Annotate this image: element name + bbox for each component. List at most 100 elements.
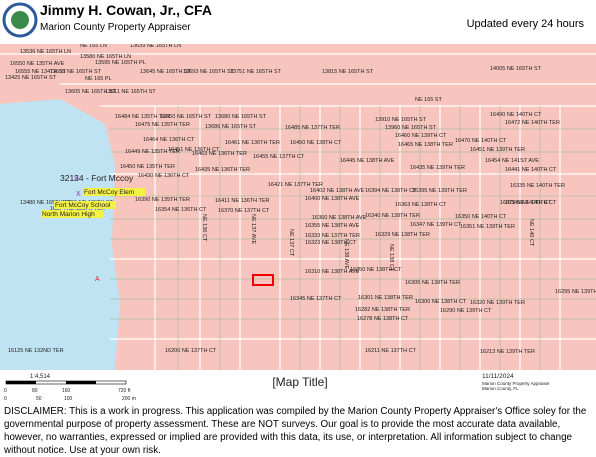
street-label: 16435 NE 139TH TER bbox=[410, 165, 465, 171]
street-label: NE 138 AVE bbox=[343, 239, 349, 269]
street-label: 16550 NE 135TH AVE bbox=[10, 61, 65, 67]
street-label: 16395 NE 139TH TER bbox=[412, 188, 467, 194]
street-label: 13580 NE 165TH LN bbox=[80, 54, 131, 60]
street-label: NE 165 ST bbox=[415, 97, 443, 103]
street-label: NE 140 CT bbox=[528, 219, 534, 247]
scale-ft-label: 160 bbox=[62, 388, 71, 394]
street-label: 13680 NE 165TH ST bbox=[215, 114, 267, 120]
street-label: 13751 NE 165TH ST bbox=[230, 69, 282, 75]
street-label: 16421 NE 137TH TER bbox=[268, 182, 323, 188]
lake bbox=[0, 99, 120, 370]
scale-m-label: 50 bbox=[36, 396, 42, 402]
street-label: 16451 NE 139TH TER bbox=[470, 147, 525, 153]
street-label: 16445 NE 138TH AVE bbox=[340, 158, 395, 164]
street-label: 16363 NE 138TH CT bbox=[395, 202, 447, 208]
street-label: 16455 NE 137TH CT bbox=[253, 154, 305, 160]
scale-m-label: 100 bbox=[64, 396, 73, 402]
street-label: 16350 NE 138TH CT bbox=[350, 267, 402, 273]
street-label: 13536 NE 165TH LN bbox=[20, 49, 71, 55]
street-label: 13425 NE 165TH ST bbox=[5, 75, 57, 81]
street-label: 16351 NE 139TH TER bbox=[460, 224, 515, 230]
street-label: 16360 NE 138TH AVE bbox=[312, 215, 367, 221]
street-label: 13480 NE 165TH ST bbox=[20, 200, 72, 206]
map: NE 165 LN 13639 NE 165TH LN 13536 NE 165TH… bbox=[0, 44, 596, 370]
street-label: NE 165 PL bbox=[85, 76, 112, 82]
map-title: [Map Title] bbox=[272, 375, 327, 389]
street-label: 16211 NE 137TH CT bbox=[365, 348, 417, 354]
street-label: 16335 NE 140TH TER bbox=[510, 183, 565, 189]
street-label: 16340 NE 138TH TER bbox=[365, 213, 420, 219]
street-label: 16350 NE 140TH CT bbox=[455, 214, 507, 220]
street-label: 13693 NE 165TH ST bbox=[183, 69, 235, 75]
street-label: 13960 NE 165TH ST bbox=[385, 125, 437, 131]
street-label: 13686 NE 165TH ST bbox=[205, 124, 257, 130]
street-label: 16320 NE 139TH TER bbox=[470, 300, 525, 306]
scale-ratio: 1:4,514 bbox=[30, 374, 51, 380]
scale-m-label: 0 bbox=[4, 396, 7, 402]
street-label: 16464 NE 136TH CT bbox=[143, 137, 195, 143]
scale-ft-label: 80 bbox=[32, 388, 38, 394]
street-label: 16301 NE 138TH TER bbox=[358, 295, 413, 301]
school-highlight bbox=[83, 188, 145, 196]
street-label: 16354 NE 136TH CT bbox=[155, 207, 207, 213]
street-label: 16484 NE 135TH TER bbox=[115, 114, 170, 120]
subtitle: Marion County Property Appraiser bbox=[40, 22, 191, 33]
disclaimer: DISCLAIMER: This is a work in progress. … bbox=[4, 406, 587, 456]
street-label: 13605 NE 165TH ST bbox=[65, 89, 117, 95]
street-label: 13639 NE 165TH LN bbox=[130, 44, 181, 49]
street-label: NE 136 CT bbox=[201, 214, 207, 242]
street-label: 13595 NE 165TH PL bbox=[95, 60, 146, 66]
street-label: 16329 NE 138TH TER bbox=[375, 232, 430, 238]
scale-m-label: 200 m bbox=[122, 396, 136, 402]
credit: Marion County, FL bbox=[482, 386, 519, 391]
street-label: NE 137 AVE bbox=[250, 214, 256, 244]
street-label: 16390 NE 135TH TER bbox=[135, 197, 190, 203]
zip-label: 32134 - Fort Mccoy bbox=[60, 173, 134, 183]
street-label: 13555 NE 165TH ST bbox=[50, 69, 102, 75]
street-label: 13910 NE 165TH ST bbox=[375, 117, 427, 123]
school-label: Fort McCoy School bbox=[55, 202, 111, 209]
street-label: 16295 NE 139TH TER bbox=[555, 289, 596, 295]
street-label: 16470 NE 140TH CT bbox=[455, 138, 507, 144]
street-label: 16460 NE 139TH CT bbox=[395, 133, 447, 139]
school-highlight bbox=[41, 210, 103, 218]
school-label: North Marion High bbox=[42, 211, 95, 218]
parcels bbox=[110, 106, 596, 370]
street-label: 16305 NE 138TH TER bbox=[405, 280, 460, 286]
street-label: 16450 NE 135TH TER bbox=[120, 164, 175, 170]
street-label: 16125 NE 132ND TER bbox=[8, 348, 64, 354]
street-label: 16200 NE 137TH CT bbox=[165, 348, 217, 354]
street-label: 13650 NE 165TH ST bbox=[160, 114, 212, 120]
credit: Marion County Property Appraiser bbox=[482, 381, 550, 386]
street-label: 16375 NE 140TH CT bbox=[500, 200, 552, 206]
street-label: 16333 NE 137TH TER bbox=[305, 233, 360, 239]
street-label: 13645 NE 165TH ST bbox=[140, 69, 192, 75]
street-label: 16345 NE 140TH CT bbox=[505, 200, 557, 206]
street-label: 14005 NE 165TH ST bbox=[490, 66, 542, 72]
street-label: 16347 NE 139TH CT bbox=[410, 222, 462, 228]
selected-parcel bbox=[252, 274, 274, 286]
update-note: Updated every 24 hours bbox=[466, 18, 584, 30]
scale-bar-seg bbox=[66, 381, 96, 384]
map-footer: 1:4,514 0 80 160 720 ft 0 50 100 200 m [Map Tit… bbox=[4, 373, 550, 402]
roads bbox=[0, 53, 596, 370]
street-label: 16400 NE 138TH AVE bbox=[305, 196, 360, 202]
logo bbox=[2, 2, 38, 38]
street-label: 16394 NE 138TH CT bbox=[365, 188, 417, 194]
street-label: 13611 NE 165TH ST bbox=[105, 89, 156, 95]
marker: A bbox=[95, 276, 100, 283]
street-label: 16278 NE 138TH CT bbox=[357, 316, 409, 322]
street-label: 16355 NE 138TH AVE bbox=[305, 223, 360, 229]
scale-bar-seg bbox=[6, 381, 36, 384]
street-label: 16323 NE 138TH CT bbox=[305, 240, 357, 246]
street-label: 16490 NE 140TH CT bbox=[490, 112, 542, 118]
header: Jimmy H. Cowan, Jr., CFA Marion County P… bbox=[0, 0, 596, 45]
street-label: 16450 NE 138TH CT bbox=[290, 140, 342, 146]
street-label: 16435 NE 136TH TER bbox=[195, 167, 250, 173]
street-label: 16463 NE 136TH TER bbox=[192, 151, 247, 157]
street-label: 16411 NE 136TH TER bbox=[215, 198, 270, 204]
street-label: 16345 NE 137TH CT bbox=[290, 296, 342, 302]
street-label: 16290 NE 139TH CT bbox=[440, 308, 492, 314]
street-label: 16485 NE 137TH TER bbox=[285, 125, 340, 131]
street-label: 16430 NE 136TH CT bbox=[138, 173, 190, 179]
